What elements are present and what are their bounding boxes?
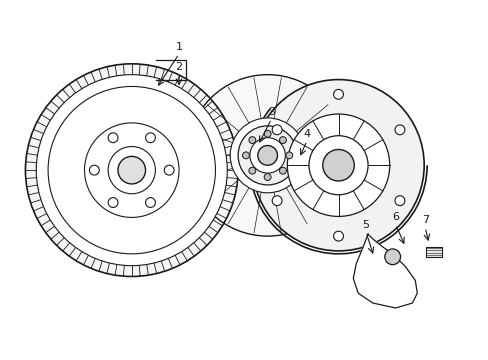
Circle shape xyxy=(145,198,155,207)
Circle shape xyxy=(249,138,285,173)
Circle shape xyxy=(384,249,400,265)
Circle shape xyxy=(279,167,286,174)
Circle shape xyxy=(279,137,286,144)
Circle shape xyxy=(394,196,404,206)
Circle shape xyxy=(25,64,238,276)
Circle shape xyxy=(285,152,292,159)
Circle shape xyxy=(322,149,353,181)
Circle shape xyxy=(252,80,423,251)
Text: 3: 3 xyxy=(267,107,275,117)
Circle shape xyxy=(287,114,389,216)
Text: 2: 2 xyxy=(175,62,182,72)
Circle shape xyxy=(186,75,347,236)
Circle shape xyxy=(48,86,215,254)
Circle shape xyxy=(118,156,145,184)
Text: 5: 5 xyxy=(362,220,369,230)
Circle shape xyxy=(333,231,343,241)
Circle shape xyxy=(248,137,255,144)
Polygon shape xyxy=(352,234,416,308)
Circle shape xyxy=(108,147,155,194)
Circle shape xyxy=(36,75,227,266)
Circle shape xyxy=(264,174,270,180)
Bar xyxy=(425,247,441,257)
Text: 1: 1 xyxy=(175,42,182,52)
Circle shape xyxy=(145,133,155,143)
Text: 4: 4 xyxy=(303,129,310,139)
Circle shape xyxy=(108,198,118,207)
Circle shape xyxy=(89,165,99,175)
Circle shape xyxy=(264,130,270,137)
Circle shape xyxy=(230,118,305,193)
Circle shape xyxy=(248,167,255,174)
Circle shape xyxy=(238,126,297,185)
Circle shape xyxy=(272,125,282,135)
Circle shape xyxy=(164,165,174,175)
Circle shape xyxy=(257,145,277,165)
Text: 6: 6 xyxy=(391,212,398,222)
Circle shape xyxy=(84,123,179,217)
Circle shape xyxy=(242,152,249,159)
Circle shape xyxy=(333,89,343,99)
Circle shape xyxy=(308,136,367,195)
Circle shape xyxy=(394,125,404,135)
Text: 7: 7 xyxy=(421,215,428,225)
Circle shape xyxy=(108,133,118,143)
Circle shape xyxy=(272,196,282,206)
